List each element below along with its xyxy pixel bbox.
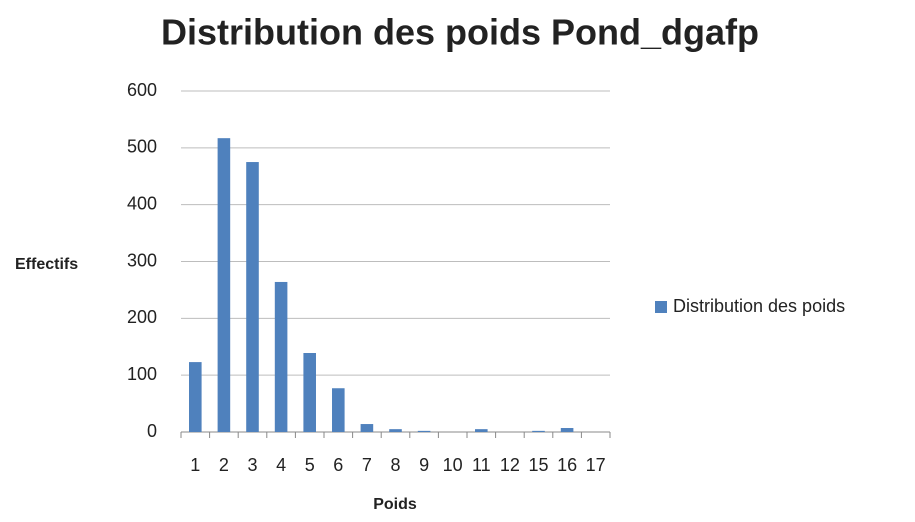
x-tick-label: 7 [362, 455, 372, 475]
legend-swatch [655, 301, 667, 313]
x-tick-label: 15 [528, 455, 548, 475]
y-tick-label: 100 [127, 364, 157, 384]
bar [274, 281, 288, 432]
bar [217, 138, 231, 432]
bar [532, 430, 545, 432]
x-tick-label: 10 [443, 455, 463, 475]
x-tick-label: 5 [305, 455, 315, 475]
y-tick-label: 0 [147, 421, 157, 441]
bar [560, 428, 574, 432]
bar [246, 162, 259, 432]
y-tick-label: 400 [127, 193, 157, 213]
bar [360, 424, 374, 432]
bar [189, 362, 202, 432]
x-tick-label: 1 [190, 455, 200, 475]
y-tick-label: 600 [127, 80, 157, 100]
y-axis-label: Effectifs [15, 256, 78, 273]
x-axis-label: Poids [373, 496, 417, 513]
x-tick-label: 6 [333, 455, 343, 475]
y-tick-label: 300 [127, 250, 157, 270]
x-tick-label: 12 [500, 455, 520, 475]
chart-title: Distribution des poids Pond_dgafp [161, 12, 759, 53]
y-tick-label: 500 [127, 137, 157, 157]
x-tick-label: 17 [586, 455, 606, 475]
bar [389, 429, 402, 432]
bar [475, 429, 488, 432]
bar [332, 388, 345, 432]
y-tick-label: 200 [127, 307, 157, 327]
x-tick-label: 8 [390, 455, 400, 475]
x-tick-label: 11 [472, 455, 491, 475]
x-tick-label: 2 [219, 455, 229, 475]
x-tick-label: 3 [247, 455, 257, 475]
bar [417, 430, 431, 432]
legend-label: Distribution des poids [673, 296, 845, 316]
bar [303, 353, 316, 432]
x-tick-label: 4 [276, 455, 286, 475]
x-tick-label: 9 [419, 455, 429, 475]
x-tick-label: 16 [557, 455, 577, 475]
